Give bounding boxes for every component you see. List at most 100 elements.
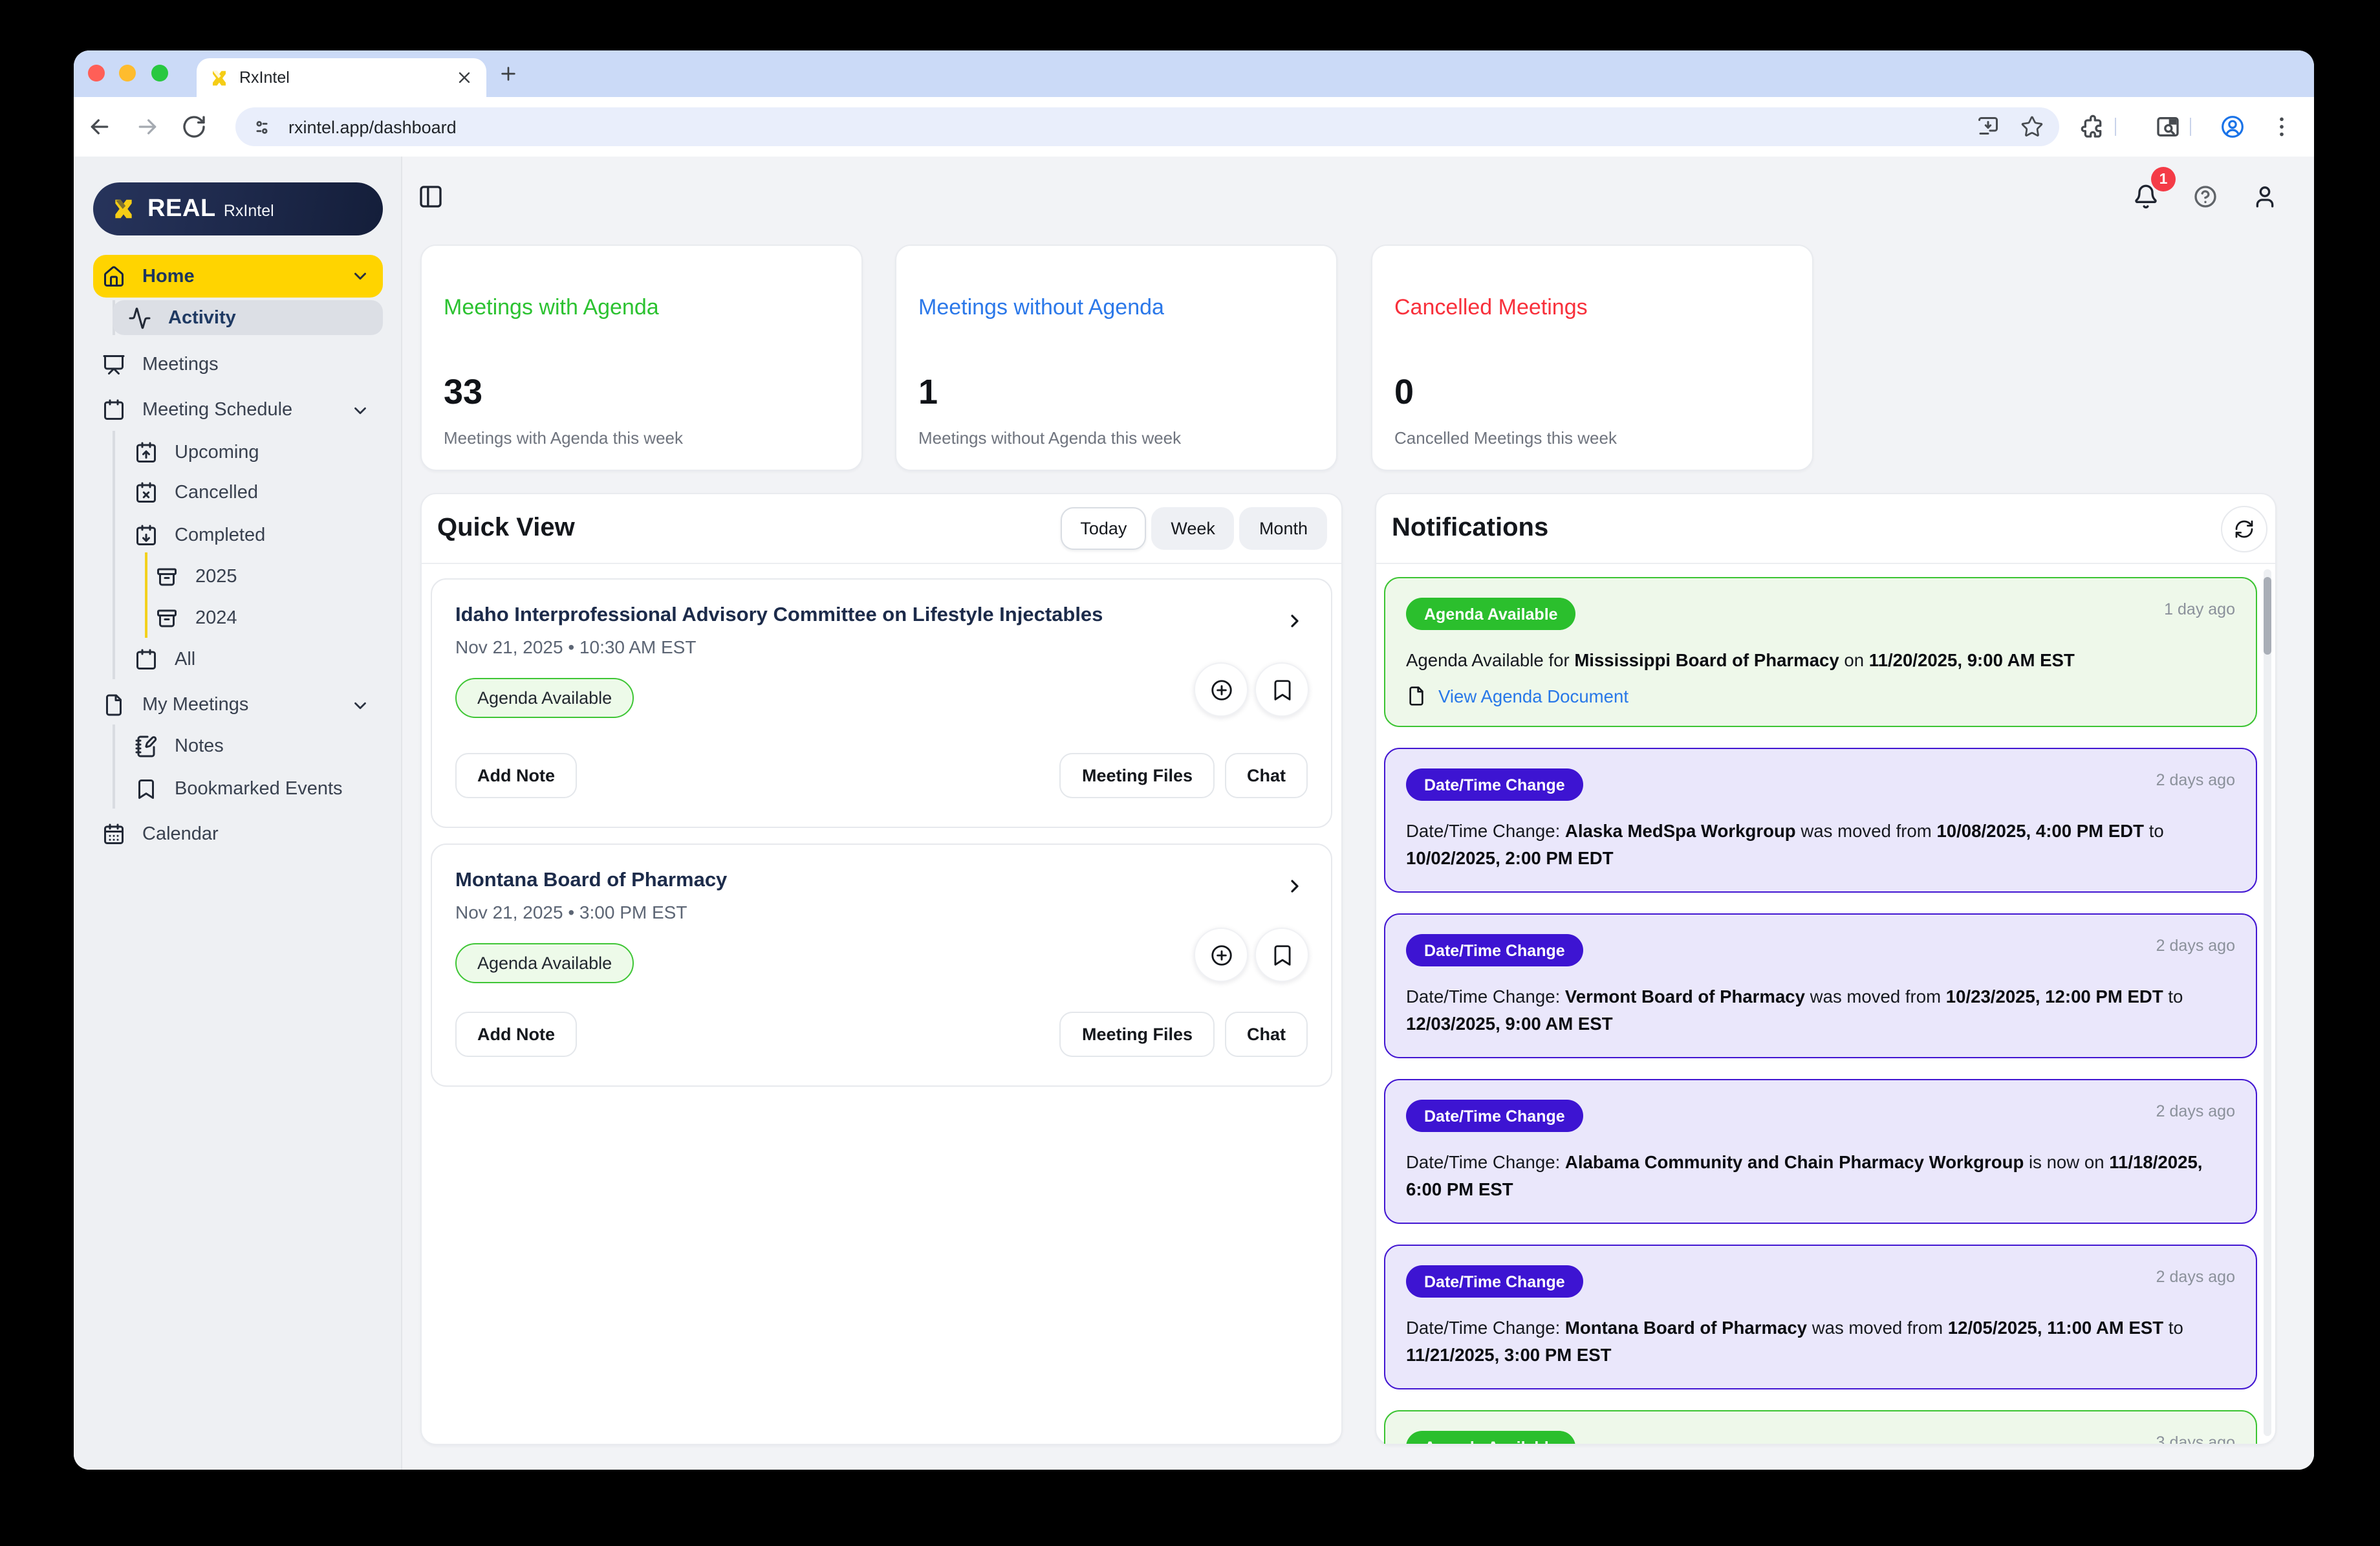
chevron-right-icon[interactable] (1284, 876, 1305, 897)
filter-month-button[interactable]: Month (1239, 507, 1327, 550)
tab-close-icon[interactable] (455, 69, 473, 87)
quick-view-filter-group: Today Week Month (1061, 507, 1327, 550)
bookmark-button[interactable] (1255, 662, 1309, 717)
add-note-button[interactable]: Add Note (455, 1012, 577, 1057)
filter-today-button[interactable]: Today (1061, 507, 1147, 550)
back-icon[interactable] (87, 114, 113, 140)
notification-time: 2 days ago (2156, 937, 2235, 955)
extensions-icon[interactable] (2080, 114, 2106, 140)
stat-card-without-agenda: Meetings without Agenda 1 Meetings witho… (895, 245, 1337, 471)
stat-value: 33 (444, 373, 483, 411)
sidebar-item-meetings[interactable]: Meetings (93, 347, 383, 383)
notification-agenda[interactable]: Agenda Available 3 days ago (1384, 1410, 2257, 1444)
address-bar[interactable]: rxintel.app/dashboard (235, 107, 2059, 146)
sidebar-item-upcoming[interactable]: Upcoming (93, 435, 383, 471)
notification-datetime-change[interactable]: Date/Time Change 2 days ago Date/Time Ch… (1384, 748, 2257, 893)
notification-agenda[interactable]: Agenda Available 1 day ago Agenda Availa… (1384, 577, 2257, 727)
calendar-icon (102, 398, 125, 422)
calendar-dots-icon (102, 823, 125, 846)
bell-icon[interactable] (2133, 184, 2159, 210)
indent-guide-yellow (145, 552, 147, 638)
sidebar-item-bookmarked-events[interactable]: Bookmarked Events (93, 771, 383, 807)
sidebar-item-notes[interactable]: Notes (93, 728, 383, 765)
sidebar-item-activity[interactable]: Activity (113, 300, 383, 335)
sidebar-item-label: Home (142, 266, 195, 287)
rxintel-logo-icon (111, 197, 136, 221)
agenda-available-badge: Agenda Available (455, 943, 634, 983)
sidebar-item-label: 2024 (195, 608, 237, 629)
sidebar-item-label: My Meetings (142, 695, 249, 715)
meeting-card: Montana Board of Pharmacy Nov 21, 2025 •… (431, 844, 1332, 1087)
sidebar-item-home[interactable]: Home (93, 255, 383, 298)
archive-icon (155, 565, 178, 589)
add-to-calendar-button[interactable] (1194, 662, 1248, 717)
sidebar-item-completed[interactable]: Completed (93, 517, 383, 554)
meeting-files-button[interactable]: Meeting Files (1059, 753, 1215, 798)
sidebar-item-2025[interactable]: 2025 (93, 559, 383, 595)
chevron-down-icon (351, 695, 370, 715)
sidebar-toggle-icon[interactable] (418, 184, 444, 210)
filter-week-button[interactable]: Week (1151, 507, 1235, 550)
sidebar-item-calendar[interactable]: Calendar (93, 816, 383, 853)
reload-icon[interactable] (181, 114, 207, 140)
datetime-change-pill: Date/Time Change (1406, 1100, 1583, 1132)
agenda-available-pill: Agenda Available (1406, 598, 1576, 630)
browser-menu-icon[interactable] (2269, 114, 2295, 140)
meeting-card: Idaho Interprofessional Advisory Committ… (431, 578, 1332, 828)
notifications-header: Notifications (1376, 494, 2275, 564)
chevron-right-icon[interactable] (1284, 611, 1305, 631)
new-tab-icon[interactable] (498, 63, 519, 84)
sidebar-item-label: Completed (175, 525, 266, 546)
calendar-icon (135, 648, 158, 671)
browser-tab[interactable]: RxIntel (197, 58, 486, 97)
sidebar-item-label: Bookmarked Events (175, 779, 343, 800)
notification-body: Date/Time Change: Montana Board of Pharm… (1406, 1318, 2183, 1365)
toolbar-divider (2190, 118, 2191, 136)
traffic-light-minimize[interactable] (119, 64, 136, 81)
scrollbar-track[interactable] (2264, 569, 2271, 1436)
site-settings-icon[interactable] (251, 116, 273, 138)
search-tabs-icon[interactable] (2155, 114, 2181, 140)
profile-avatar-icon[interactable] (2220, 114, 2245, 140)
quick-view-header: Quick View Today Week Month (422, 494, 1341, 564)
sidebar-item-label: Upcoming (175, 442, 259, 463)
chat-button[interactable]: Chat (1225, 753, 1308, 798)
bookmark-button[interactable] (1255, 928, 1309, 982)
notification-datetime-change[interactable]: Date/Time Change 2 days ago Date/Time Ch… (1384, 1245, 2257, 1389)
forward-icon[interactable] (135, 114, 160, 140)
notification-time: 1 day ago (2164, 600, 2235, 618)
sidebar-item-meeting-schedule[interactable]: Meeting Schedule (93, 392, 383, 428)
sidebar-item-my-meetings[interactable]: My Meetings (93, 687, 383, 723)
bookmark-star-icon[interactable] (2020, 115, 2044, 138)
datetime-change-pill: Date/Time Change (1406, 1265, 1583, 1298)
notification-list: Agenda Available 1 day ago Agenda Availa… (1376, 564, 2275, 1444)
add-note-button[interactable]: Add Note (455, 753, 577, 798)
view-agenda-link[interactable]: View Agenda Document (1406, 686, 2235, 706)
stat-title: Cancelled Meetings (1394, 295, 1588, 320)
install-app-icon[interactable] (1976, 115, 2000, 138)
traffic-light-close[interactable] (87, 64, 104, 81)
meeting-files-button[interactable]: Meeting Files (1059, 1012, 1215, 1057)
chat-button[interactable]: Chat (1225, 1012, 1308, 1057)
help-icon[interactable] (2192, 184, 2218, 210)
add-to-calendar-button[interactable] (1194, 928, 1248, 982)
notification-body: Date/Time Change: Vermont Board of Pharm… (1406, 987, 2183, 1034)
datetime-change-pill: Date/Time Change (1406, 768, 1583, 801)
notification-badge: 1 (2151, 167, 2176, 191)
sidebar-item-cancelled[interactable]: Cancelled (93, 475, 383, 511)
traffic-light-zoom[interactable] (151, 64, 168, 81)
toolbar-divider (2115, 118, 2116, 136)
notifications-panel: Notifications Agenda Available 1 day ago… (1375, 493, 2277, 1445)
sidebar-item-all[interactable]: All (93, 642, 383, 678)
browser-window: RxIntel rxin (74, 50, 2314, 1470)
refresh-button[interactable] (2221, 506, 2267, 552)
stat-caption: Cancelled Meetings this week (1394, 428, 1617, 448)
user-icon[interactable] (2252, 184, 2278, 210)
notification-time: 3 days ago (2156, 1433, 2235, 1444)
bookmark-icon (135, 778, 158, 801)
notification-datetime-change[interactable]: Date/Time Change 2 days ago Date/Time Ch… (1384, 913, 2257, 1058)
sidebar-item-2024[interactable]: 2024 (93, 600, 383, 637)
scrollbar-thumb[interactable] (2264, 577, 2271, 655)
notification-datetime-change[interactable]: Date/Time Change 2 days ago Date/Time Ch… (1384, 1079, 2257, 1224)
app-logo[interactable]: REAL RxIntel (93, 182, 383, 235)
